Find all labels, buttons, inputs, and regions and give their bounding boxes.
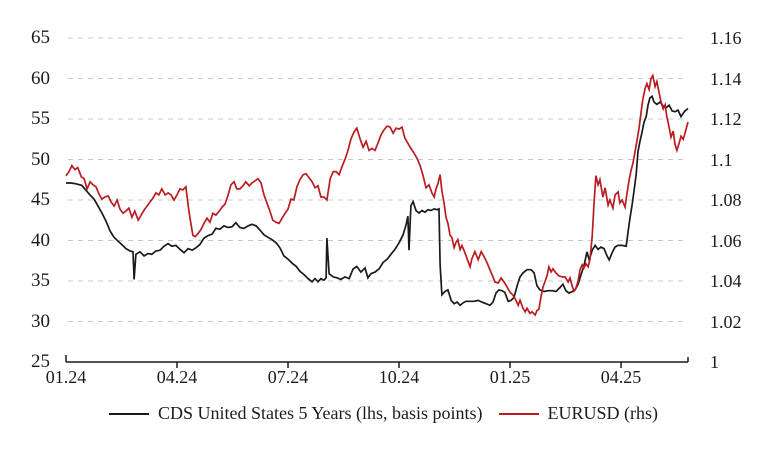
y-axis-right-label: 1.12	[710, 109, 742, 129]
y-axis-right-label: 1.04	[710, 271, 742, 291]
y-axis-left-label: 30	[31, 310, 50, 332]
x-axis-label: 04.24	[156, 367, 198, 387]
y-axis-right-label: 1.16	[710, 28, 742, 48]
x-axis-label: 10.24	[378, 367, 420, 387]
y-axis-left-label: 25	[31, 351, 50, 372]
y-axis-left-label: 55	[31, 108, 50, 129]
y-axis-left-label: 40	[31, 229, 50, 251]
chart-legend: CDS United States 5 Years (lhs, basis po…	[0, 403, 767, 424]
y-axis-right-label: 1.1	[710, 149, 733, 170]
x-axis-label: 01.25	[489, 367, 531, 387]
y-axis-left-label: 50	[31, 148, 50, 170]
legend-item-cds: CDS United States 5 Years (lhs, basis po…	[108, 403, 483, 424]
y-axis-left-label: 60	[31, 67, 50, 89]
y-axis-right-label: 1.14	[710, 68, 742, 89]
y-axis-left-label: 65	[31, 27, 50, 48]
eurusd-series-line	[65, 73, 689, 317]
cds-line-sample	[108, 412, 149, 415]
eurusd-line-sample	[498, 412, 539, 415]
y-axis-right-label: 1.02	[710, 311, 742, 332]
y-axis-right-label: 1.06	[710, 230, 742, 251]
y-axis-left-label: 45	[31, 189, 50, 210]
legend-item-eurusd: EURUSD (rhs)	[498, 403, 659, 424]
x-axis-label: 07.24	[267, 367, 309, 387]
x-axis-label: 04.25	[600, 367, 642, 387]
eurusd-legend-label: EURUSD (rhs)	[547, 403, 659, 423]
y-axis-right-label: 1	[710, 352, 719, 372]
cds-legend-label: CDS United States 5 Years (lhs, basis po…	[157, 403, 483, 423]
y-axis-left-label: 35	[31, 270, 50, 291]
x-axis-label: 01.24	[45, 367, 87, 387]
cds-series-line	[66, 94, 689, 307]
y-axis-right-label: 1.08	[710, 190, 742, 210]
